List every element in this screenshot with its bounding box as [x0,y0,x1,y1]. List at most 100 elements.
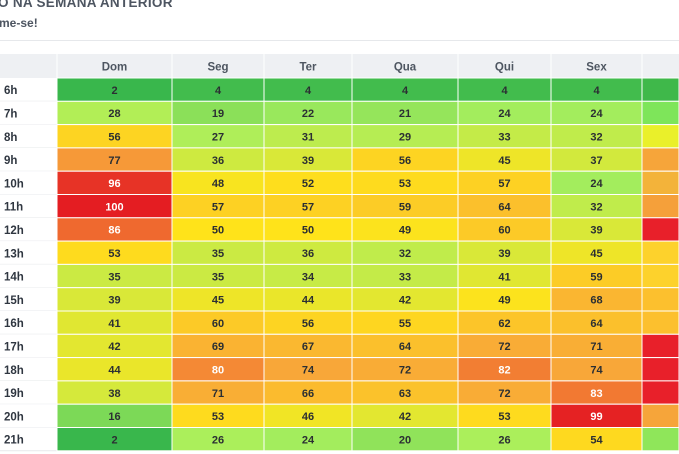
heatmap-cell [641,263,679,289]
cell-value: 2 [111,85,117,97]
cell-value: 45 [590,248,602,260]
row-label: 17h [4,341,24,353]
cell-value: 72 [498,341,510,353]
cell-value: 48 [212,178,224,190]
row-label-cell [0,241,57,265]
heatmap-cell [641,217,679,242]
cell-value: 53 [212,411,224,423]
heatmap-cell [641,240,679,265]
cell-value: 80 [212,364,224,376]
cell-value: 39 [498,248,510,260]
cell-value: 20 [399,434,411,446]
cell-value: 4 [305,85,312,97]
cell-value: 4 [215,85,222,97]
cell-value: 42 [399,295,411,307]
cell-value: 41 [498,271,510,283]
cell-value: 26 [498,434,510,446]
cell-value: 53 [399,178,411,190]
divider [0,40,679,41]
row-label: 16h [4,318,24,330]
row-label-cell [0,264,57,288]
row-label: 20h [4,411,24,423]
cell-value: 24 [498,108,511,120]
column-header: Ter [299,62,317,74]
heatmap-cell [641,147,679,172]
cell-value: 55 [399,318,411,330]
cell-value: 29 [399,131,411,143]
cell-value: 35 [108,271,120,283]
page-subtitle: me-se! [0,16,38,30]
heatmap-cell [641,357,679,382]
cell-value: 53 [498,411,510,423]
header-row [0,54,679,78]
row-label: 10h [4,178,24,190]
cell-value: 38 [108,388,120,400]
column-header: Sex [586,62,607,74]
cell-value: 52 [302,178,314,190]
cell-value: 66 [302,388,314,400]
column-header: Dom [102,62,128,74]
heatmap-cell [641,287,679,312]
row-label-cell [0,380,57,405]
cell-value: 54 [590,434,603,446]
cell-value: 39 [590,225,602,237]
cell-value: 39 [302,155,314,167]
cell-value: 22 [302,108,314,120]
cell-value: 31 [302,131,314,143]
cell-value: 45 [212,295,224,307]
cell-value: 41 [108,318,120,330]
cell-value: 56 [399,155,411,167]
row-label-cell [0,357,57,381]
cell-value: 32 [590,201,602,213]
row-label-cell [0,217,57,242]
cell-value: 56 [302,318,314,330]
heatmap-cell [641,380,679,405]
cell-value: 69 [212,341,224,353]
column-header: Qua [394,62,417,74]
cell-value: 16 [108,411,120,423]
cell-value: 67 [302,341,314,353]
cell-value: 96 [108,178,120,190]
row-label: 11h [4,202,23,214]
cell-value: 39 [108,295,120,307]
cell-value: 71 [212,388,224,400]
row-label-cell [0,124,57,148]
heatmap-cell [641,77,679,102]
cell-value: 50 [212,225,224,237]
row-label: 8h [4,132,17,144]
heatmap-cell [641,194,679,219]
cell-value: 27 [212,131,224,143]
cell-value: 33 [399,271,411,283]
cell-value: 4 [501,85,508,97]
cell-value: 82 [498,364,510,376]
column-header: Seg [207,62,228,74]
row-label: 19h [4,388,24,400]
column-header: Qui [495,62,514,74]
cell-value: 2 [111,434,117,446]
cell-value: 42 [108,341,120,353]
cell-value: 33 [498,131,510,143]
heatmap-cell [641,310,679,335]
cell-value: 42 [399,411,411,423]
cell-value: 53 [108,248,120,260]
cell-value: 36 [302,248,314,260]
cell-value: 60 [212,318,224,330]
cell-value: 57 [498,178,510,190]
cell-value: 34 [302,271,315,283]
cell-value: 28 [108,108,120,120]
cell-value: 83 [590,388,602,400]
row-label: 13h [4,248,24,260]
cell-value: 44 [108,364,121,376]
row-label-cell [0,404,57,428]
cell-value: 72 [399,364,411,376]
cell-value: 4 [402,85,409,97]
row-label: 7h [4,108,17,120]
cell-value: 50 [302,225,314,237]
cell-value: 64 [590,318,603,330]
row-label-cell [0,147,57,172]
cell-value: 24 [590,178,603,190]
row-label-cell [0,311,57,335]
cell-value: 64 [498,201,511,213]
heatmap-cell [641,333,679,359]
